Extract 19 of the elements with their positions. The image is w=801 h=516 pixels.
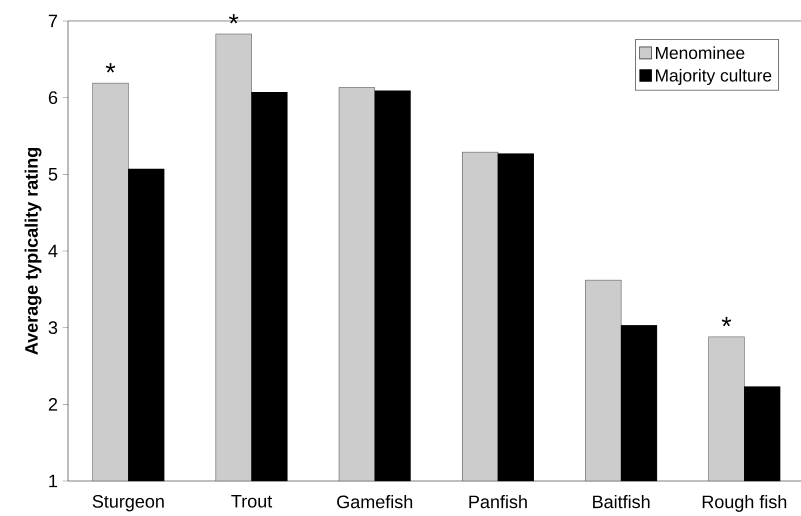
- y-tick-label: 1: [49, 474, 58, 488]
- y-tick-label: 6: [48, 91, 58, 104]
- legend-label: Menominee: [656, 46, 744, 60]
- y-tick-label: 3: [48, 321, 58, 334]
- x-tick-label: Panfish: [469, 495, 527, 508]
- y-tick-label: 4: [48, 244, 58, 258]
- legend-label: Majority culture: [656, 68, 772, 86]
- x-tick-label: Trout: [231, 495, 272, 508]
- y-tick-label: 2: [48, 398, 58, 411]
- annotation: *: [228, 14, 238, 24]
- x-tick-label: Gamefish: [337, 495, 412, 508]
- annotation: *: [106, 63, 116, 72]
- y-tick-label: 7: [48, 14, 58, 28]
- y-tick-label: 5: [48, 168, 58, 181]
- x-tick-label: Sturgeon: [92, 495, 164, 512]
- annotation: *: [722, 316, 732, 326]
- x-tick-label: Rough fish: [702, 495, 786, 512]
- y-axis-title: Average typicality rating: [24, 148, 42, 355]
- x-tick-label: Baitfish: [593, 495, 650, 508]
